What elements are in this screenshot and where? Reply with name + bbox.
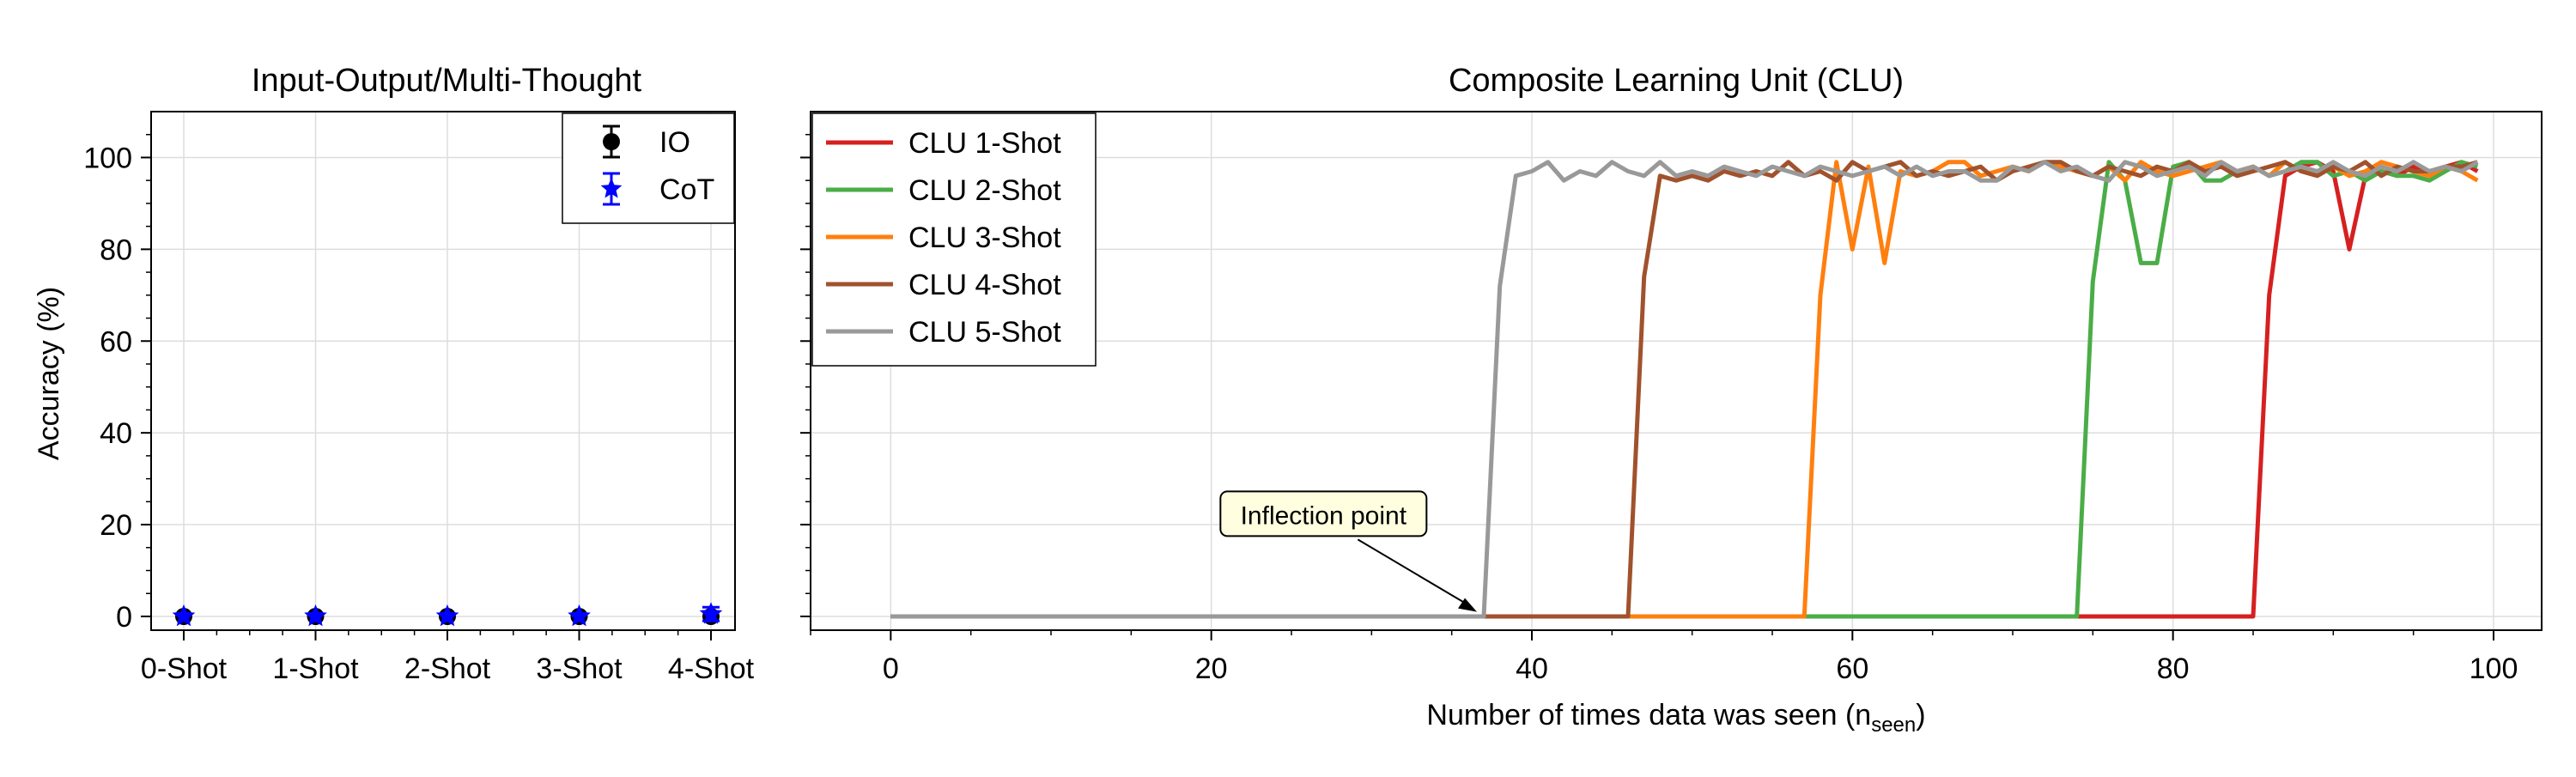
cot-point	[172, 604, 196, 627]
right-series-lines	[890, 160, 2479, 619]
legend-cot-marker	[600, 178, 623, 198]
left-y-axis-label: Accuracy (%)	[33, 287, 65, 460]
x-axis-label-main: Number of times data was seen (n	[1426, 699, 1871, 731]
annotation-box	[1219, 490, 1428, 537]
right-legend-box	[811, 112, 1097, 367]
x-axis-label-subscript: seen	[1871, 713, 1916, 737]
annotation-arrow-head	[1458, 598, 1477, 612]
legend-label: IO	[659, 126, 690, 159]
right-x-tick-label: 40	[1516, 653, 1548, 685]
series-line-clu-5-shot	[890, 160, 2479, 619]
left-x-tick-label: 4-Shot	[668, 653, 755, 685]
left-y-tick-label: 0	[116, 601, 132, 634]
left-x-tick-label: 1-Shot	[272, 653, 359, 685]
legend-label: CLU 4-Shot	[908, 269, 1061, 301]
left-plot-frame	[150, 111, 736, 631]
right-chart-panel: Composite Learning Unit (CLU) Number of …	[800, 63, 2543, 737]
left-chart-panel: Input-Output/Multi-Thought Accuracy (%) …	[33, 63, 755, 685]
left-x-tick-label: 3-Shot	[536, 653, 623, 685]
left-chart-title: Input-Output/Multi-Thought	[252, 63, 642, 99]
left-y-tick-label: 80	[100, 234, 132, 266]
legend-io-marker	[603, 133, 620, 150]
legend-label: CLU 3-Shot	[908, 222, 1061, 254]
left-axis-ticks: 0-Shot 1-Shot 2-Shot 3-Shot 4-Shot 0 20 40 60 80 1…	[83, 133, 755, 685]
right-x-tick-label: 80	[2157, 653, 2190, 685]
left-y-tick-label: 100	[83, 142, 132, 174]
right-chart-title: Composite Learning Unit (CLU)	[1449, 63, 1904, 99]
inflection-annotation: Inflection point	[1219, 490, 1477, 612]
left-legend-box	[562, 112, 735, 224]
cot-point	[699, 602, 723, 624]
right-x-axis-label: Number of times data was seen (nseen)	[1426, 699, 1925, 737]
x-axis-label-close: )	[1916, 699, 1925, 731]
legend-label: CLU 2-Shot	[908, 174, 1061, 207]
left-legend: IO CoT	[562, 112, 735, 224]
left-y-tick-label: 20	[100, 509, 132, 542]
right-x-tick-label: 0	[883, 653, 899, 685]
cot-point	[304, 604, 327, 627]
right-x-tick-label: 60	[1836, 653, 1868, 685]
right-x-tick-label: 100	[2470, 653, 2518, 685]
series-line-clu-2-shot	[890, 160, 2478, 619]
series-line-clu-4-shot	[890, 160, 2478, 619]
right-legend: CLU 1-Shot CLU 2-Shot CLU 3-Shot CLU 4-Shot…	[811, 112, 1097, 367]
left-y-tick-label: 60	[100, 325, 132, 358]
cot-point	[568, 604, 591, 627]
left-x-tick-label: 2-Shot	[404, 653, 491, 685]
left-y-tick-label: 40	[100, 417, 132, 450]
right-plot-frame	[810, 111, 2543, 631]
series-line-clu-3-shot	[890, 160, 2479, 619]
annotation-arrow-line	[1357, 538, 1469, 606]
legend-label: CoT	[659, 173, 714, 206]
right-x-tick-label: 20	[1195, 653, 1228, 685]
legend-label: CLU 5-Shot	[908, 316, 1061, 349]
legend-label: CLU 1-Shot	[908, 127, 1061, 160]
cot-point	[435, 604, 459, 627]
annotation-text: Inflection point	[1241, 501, 1407, 530]
left-data-marks	[172, 602, 723, 627]
series-line-clu-1-shot	[890, 160, 2479, 619]
left-x-tick-label: 0-Shot	[141, 653, 228, 685]
